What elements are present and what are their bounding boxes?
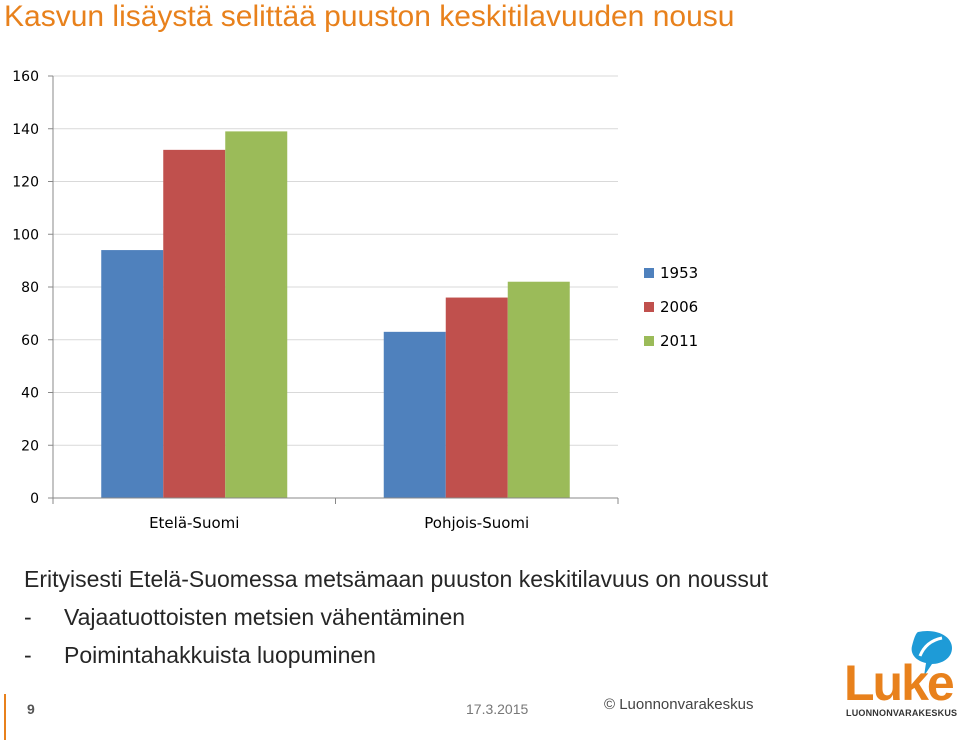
chart-bars [101, 131, 570, 498]
slide-date: 17.3.2015 [466, 701, 529, 717]
legend-label: 2011 [660, 332, 699, 350]
speech-bubble-leaf-icon [911, 630, 952, 676]
luke-logo: Luke LUONNONVARAKESKUS [840, 628, 958, 724]
legend-swatch [644, 336, 654, 346]
slide-body: Erityisesti Etelä-Suomessa metsämaan puu… [24, 560, 944, 674]
legend-item: 2011 [644, 324, 734, 358]
legend-label: 1953 [660, 264, 699, 282]
bar-2006-etelä-suomi [163, 149, 226, 498]
x-category-label: Pohjois-Suomi [424, 514, 529, 532]
legend-label: 2006 [660, 298, 699, 316]
y-axis-tick-labels: 0 20 40 60 80 100 120 140 160 [12, 69, 53, 507]
y-tick-label: 80 [21, 280, 39, 296]
logo-word: Luke [844, 655, 955, 711]
y-tick-label: 100 [12, 227, 39, 243]
bullet-dash: - [24, 642, 32, 668]
y-tick-label: 20 [21, 438, 39, 454]
bullet-item: - Poimintahakkuista luopuminen [24, 636, 944, 674]
bullet-item: - Vajaatuottoisten metsien vähentäminen [24, 598, 944, 636]
y-tick-label: 160 [12, 69, 39, 85]
footer-divider [4, 694, 6, 740]
bar-2011-pohjois-suomi [507, 281, 570, 498]
y-tick-label: 60 [21, 333, 39, 349]
chart-legend: 1953 2006 2011 [644, 256, 734, 358]
legend-item: 2006 [644, 290, 734, 324]
bar-1953-etelä-suomi [101, 250, 164, 498]
legend-swatch [644, 268, 654, 278]
legend-swatch [644, 302, 654, 312]
bar-2011-etelä-suomi [225, 131, 288, 498]
bullet-text: Poimintahakkuista luopuminen [64, 642, 376, 668]
slide-number: 9 [27, 701, 35, 717]
logo-subtitle: LUONNONVARAKESKUS [846, 708, 958, 718]
bullet-dash: - [24, 604, 32, 630]
y-tick-label: 0 [30, 491, 39, 507]
y-tick-label: 120 [12, 175, 39, 191]
legend-item: 1953 [644, 256, 734, 290]
y-tick-label: 40 [21, 386, 39, 402]
x-axis-category-labels: Etelä-Suomi Pohjois-Suomi [149, 514, 529, 532]
bar-1953-pohjois-suomi [383, 331, 446, 498]
slide-title: Kasvun lisäystä selittää puuston keskiti… [4, 0, 735, 33]
x-category-label: Etelä-Suomi [149, 514, 239, 532]
chart-axes [52, 76, 619, 504]
y-tick-label: 140 [12, 122, 39, 138]
bullet-text: Vajaatuottoisten metsien vähentäminen [64, 604, 466, 630]
body-main-text: Erityisesti Etelä-Suomessa metsämaan puu… [24, 566, 769, 592]
bar-chart: 0 20 40 60 80 100 120 140 160 Etelä-Suomi Pohjois… [12, 69, 619, 532]
bar-2006-pohjois-suomi [445, 297, 508, 498]
copyright-text: © Luonnonvarakeskus [604, 696, 754, 713]
